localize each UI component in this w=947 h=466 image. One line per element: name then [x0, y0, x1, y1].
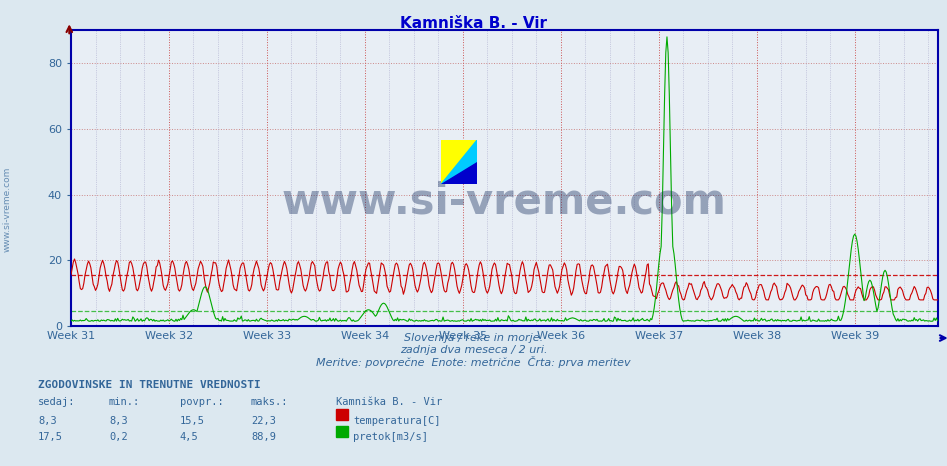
Text: Meritve: povprečne  Enote: metrične  Črta: prva meritev: Meritve: povprečne Enote: metrične Črta:…	[316, 356, 631, 369]
Text: sedaj:: sedaj:	[38, 397, 76, 407]
Text: maks.:: maks.:	[251, 397, 289, 407]
Text: 88,9: 88,9	[251, 432, 276, 442]
Text: 22,3: 22,3	[251, 416, 276, 425]
Text: Kamniška B. - Vir: Kamniška B. - Vir	[400, 16, 547, 31]
Polygon shape	[441, 140, 477, 184]
Polygon shape	[441, 140, 477, 184]
Text: 15,5: 15,5	[180, 416, 205, 425]
Text: www.si-vreme.com: www.si-vreme.com	[282, 181, 726, 223]
Text: min.:: min.:	[109, 397, 140, 407]
Text: 0,2: 0,2	[109, 432, 128, 442]
Text: 8,3: 8,3	[38, 416, 57, 425]
Text: Slovenija / reke in morje.: Slovenija / reke in morje.	[404, 333, 543, 343]
Text: povpr.:: povpr.:	[180, 397, 223, 407]
Text: zadnja dva meseca / 2 uri.: zadnja dva meseca / 2 uri.	[400, 345, 547, 355]
Text: Kamniška B. - Vir: Kamniška B. - Vir	[336, 397, 442, 407]
Text: 8,3: 8,3	[109, 416, 128, 425]
Text: 4,5: 4,5	[180, 432, 199, 442]
Text: www.si-vreme.com: www.si-vreme.com	[3, 167, 12, 253]
Text: temperatura[C]: temperatura[C]	[353, 416, 440, 425]
Polygon shape	[441, 162, 477, 184]
Text: 17,5: 17,5	[38, 432, 63, 442]
Text: ZGODOVINSKE IN TRENUTNE VREDNOSTI: ZGODOVINSKE IN TRENUTNE VREDNOSTI	[38, 380, 260, 390]
Text: pretok[m3/s]: pretok[m3/s]	[353, 432, 428, 442]
